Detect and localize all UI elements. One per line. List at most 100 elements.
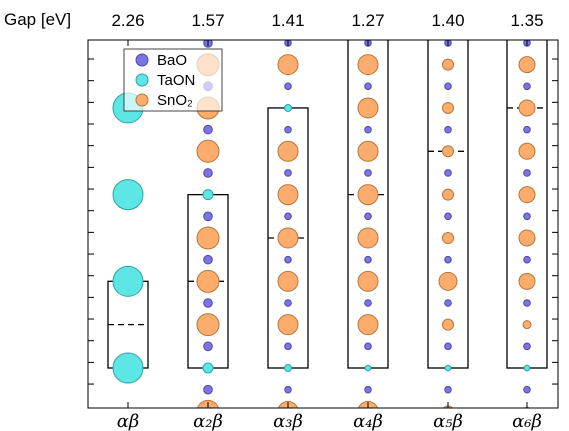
marker-sno2 <box>442 101 454 114</box>
marker-sno2 <box>518 272 536 290</box>
marker-sno2 <box>196 313 220 337</box>
marker-sno2 <box>357 97 379 119</box>
marker-bao <box>364 125 372 134</box>
x-tick-label: α₂β <box>193 411 223 431</box>
marker-taon <box>112 352 144 384</box>
marker-bao <box>284 212 292 221</box>
marker-sno2 <box>277 54 299 76</box>
x-tick-labels: αβ α₂β α₃β α₄β α₅β α₆β <box>117 411 542 431</box>
marker-sno2 <box>357 314 379 336</box>
marker-bao <box>444 342 452 351</box>
legend-label-bao: BaO <box>157 52 187 69</box>
marker-sno2 <box>442 231 454 244</box>
marker-sno2 <box>357 140 379 162</box>
marker-bao <box>203 168 213 178</box>
marker-bao <box>203 211 213 222</box>
x-tick-label: αβ <box>117 411 140 431</box>
marker-bao <box>444 299 452 307</box>
marker-bao <box>523 82 531 91</box>
marker-taon <box>284 103 292 112</box>
legend-label-taon: TaON <box>157 72 195 89</box>
marker-sno2 <box>277 270 299 292</box>
marker-sno2 <box>277 184 299 206</box>
marker-sno2 <box>277 314 299 336</box>
marker-bao <box>284 169 292 177</box>
marker-taon <box>523 364 531 372</box>
legend-marker-taon <box>135 73 149 87</box>
marker-bao <box>364 169 372 177</box>
marker-sno2 <box>357 270 379 292</box>
marker-bao <box>284 255 292 264</box>
marker-bao <box>284 342 292 351</box>
x-tick-label: α₄β <box>353 411 383 431</box>
plot-frame <box>87 39 559 409</box>
marker-bao <box>523 342 531 351</box>
marker-sno2 <box>442 318 454 331</box>
gap-value: 1.57 <box>191 11 224 30</box>
marker-sno2 <box>438 271 458 291</box>
legend-marker-bao <box>135 53 149 67</box>
marker-sno2 <box>518 186 536 204</box>
marker-taon <box>284 364 292 372</box>
marker-bao <box>444 212 452 221</box>
marker-sno2 <box>442 188 454 201</box>
marker-bao <box>204 0 213 4</box>
marker-bao <box>445 0 452 3</box>
gap-value: 1.41 <box>271 11 304 30</box>
marker-bao <box>444 169 452 177</box>
marker-sno2 <box>196 139 220 163</box>
marker-bao <box>203 254 213 265</box>
marker-bao <box>364 299 372 307</box>
marker-sno2 <box>522 320 532 330</box>
plot-area <box>107 0 548 408</box>
unit-cell-box <box>506 40 548 369</box>
marker-bao <box>365 0 372 3</box>
y-axis-label: Gap [eV] <box>4 10 71 29</box>
gap-value: 1.35 <box>510 11 543 30</box>
marker-sno2 <box>442 145 454 158</box>
marker-bao <box>284 82 292 91</box>
marker-sno2 <box>357 54 379 76</box>
gap-value: 1.27 <box>351 11 384 30</box>
x-tick-label: α₅β <box>433 411 463 431</box>
marker-bao <box>523 299 531 307</box>
legend-marker-sno2 <box>135 93 149 107</box>
marker-bao <box>523 385 531 394</box>
marker-bao <box>523 125 531 134</box>
marker-taon <box>202 189 214 201</box>
marker-taon <box>112 265 144 297</box>
data-markers <box>112 0 536 408</box>
x-tick-label: α₃β <box>273 411 303 431</box>
marker-taon <box>364 364 372 372</box>
marker-bao <box>523 212 531 221</box>
marker-sno2 <box>518 56 536 74</box>
marker-bao <box>284 125 292 134</box>
marker-taon <box>202 362 214 374</box>
marker-bao <box>203 124 213 135</box>
marker-sno2 <box>196 226 220 250</box>
marker-sno2 <box>442 58 454 71</box>
marker-bao <box>524 0 531 3</box>
marker-taon <box>444 364 452 372</box>
gap-value: 1.40 <box>431 11 464 30</box>
marker-bao <box>203 341 213 352</box>
marker-bao <box>284 385 292 394</box>
marker-sno2 <box>357 227 379 249</box>
marker-bao <box>444 125 452 134</box>
marker-bao <box>523 169 531 177</box>
legend: BaO TaON SnO₂ <box>123 48 223 112</box>
marker-taon <box>112 179 144 211</box>
marker-sno2 <box>196 269 220 293</box>
marker-bao <box>523 255 531 264</box>
marker-sno2 <box>518 229 536 247</box>
gap-value: 2.26 <box>111 11 144 30</box>
marker-sno2 <box>277 227 299 249</box>
marker-bao <box>364 342 372 351</box>
marker-bao <box>364 255 372 264</box>
marker-bao <box>364 82 372 91</box>
axis-ticks <box>88 40 558 408</box>
legend-label-sno2: SnO₂ <box>157 92 193 109</box>
x-tick-label: α₆β <box>512 411 542 431</box>
marker-bao <box>444 385 452 394</box>
